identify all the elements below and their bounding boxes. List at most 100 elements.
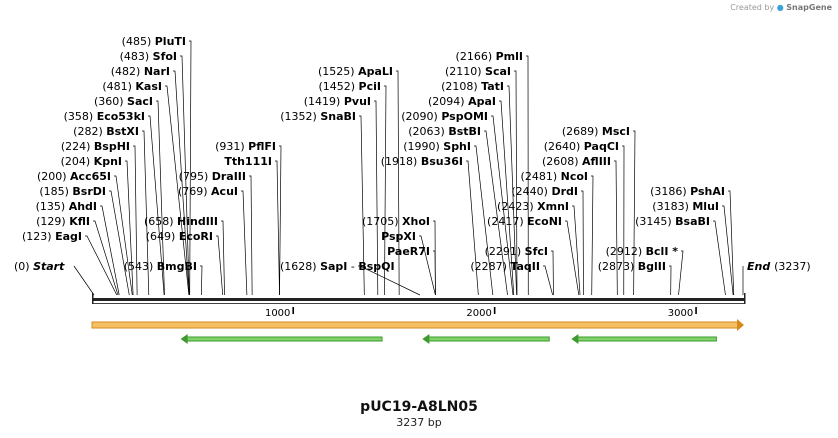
site-label[interactable]: (200) Acc65I [37,170,111,183]
site-label[interactable]: (1352) SnaBI [280,110,356,123]
site-label[interactable]: (185) BsrDI [39,185,106,198]
site-leader [669,265,672,296]
site-label[interactable]: (2873) BglII [598,260,666,273]
site-leader [189,40,192,296]
watermark-brand: SnapGene [786,3,832,12]
site-label[interactable]: (2608) AflIII [542,155,611,168]
site-label[interactable]: (658) HindIII [144,215,218,228]
site-label[interactable]: (2291) SfcI [485,245,548,258]
site-leader [581,190,584,296]
site-label[interactable]: (2110) ScaI [445,65,511,78]
site-label[interactable]: (2440) DrdI [511,185,578,198]
site-name: PaeR7I [387,245,430,258]
site-label[interactable]: Tth111I [224,155,272,168]
site-label[interactable]: (204) KpnI [61,155,122,168]
site-label[interactable]: (358) Eco53kI [64,110,145,123]
site-position: (2094) [428,95,468,108]
site-label[interactable]: (2063) BstBI [408,125,481,138]
site-label[interactable]: (1419) PvuI [304,95,371,108]
site-label[interactable]: (482) NarI [111,65,170,78]
site-leader [358,265,421,296]
site-label[interactable]: (3183) MluI [652,200,719,213]
site-label[interactable]: PspXI [381,230,416,243]
ruler-tick-label: 3000 [668,308,693,319]
site-position: (282) [73,125,106,138]
site-leader [200,265,203,296]
site-label[interactable]: (1525) ApaLI [318,65,393,78]
site-label[interactable]: (2166) PmlI [456,50,523,63]
site-label[interactable]: (1990) SphI [403,140,471,153]
site-leader [142,130,150,296]
site-label[interactable]: (1918) Bsu36I [381,155,463,168]
site-name: NarI [144,65,170,78]
site-leader [180,55,190,296]
site-label[interactable]: (2417) EcoNI [487,215,562,228]
site-label[interactable]: (485) PluTI [122,35,186,48]
site-label[interactable]: (129) KflI [36,215,90,228]
site-leader [728,190,735,296]
site-leader [614,160,618,296]
site-label[interactable]: (769) AcuI [178,185,238,198]
site-leader [526,55,529,296]
site-label[interactable]: (649) EcoRI [146,230,213,243]
site-label[interactable]: (795) DraIII [179,170,246,183]
site-leader [125,160,134,296]
site-leader [543,265,553,296]
site-position: (2689) [562,125,602,138]
feature-arrowhead [422,334,430,344]
site-label[interactable]: (2689) MscI [562,125,630,138]
site-label[interactable]: (2090) PspOMI [401,110,488,123]
site-name: SacI [127,95,153,108]
site-name: BspHI [94,140,130,153]
site-label[interactable]: (3186) PshAI [650,185,725,198]
site-label[interactable]: (2423) XmnI [497,200,569,213]
site-label[interactable]: (2640) PaqCI [544,140,619,153]
site-leader [433,250,436,296]
site-name: ApaI [468,95,496,108]
site-label[interactable]: (282) BstXI [73,125,139,138]
site-name: BsaBI [675,215,710,228]
site-leader [622,145,625,296]
site-name: PspOMI [441,110,488,123]
site-name: TatI [481,80,504,93]
site-label[interactable]: (2481) NcoI [521,170,588,183]
site-label[interactable]: (135) AhdI [36,200,97,213]
site-leader [507,85,517,296]
site-label[interactable]: (2912) BclI * [606,245,679,258]
site-label[interactable]: (3145) BsaBI [635,215,710,228]
site-leader [114,175,133,296]
site-label[interactable]: (123) EagI [22,230,82,243]
site-label[interactable]: (483) SfoI [120,50,177,63]
site-label[interactable]: (360) SacI [94,95,153,108]
ruler-tick-label: 2000 [466,308,491,319]
site-label[interactable]: (2094) ApaI [428,95,496,108]
site-label[interactable]: (2108) TatI [441,80,504,93]
site-label[interactable]: (1452) PciI [318,80,381,93]
site-label[interactable]: (931) PflFI [215,140,276,153]
site-leader [466,160,479,296]
feature-arrows [91,319,744,344]
site-label[interactable]: (481) KasI [102,80,162,93]
start-cap [92,293,94,304]
site-name: Acc65I [70,170,111,183]
site-label[interactable]: (224) BspHI [61,140,130,153]
site-name: BmgBI [157,260,197,273]
site-name: ApaLI [358,65,393,78]
site-leader [85,235,118,296]
site-position: (2481) [521,170,561,183]
site-name: Bsu36I [421,155,463,168]
site-leader [572,205,581,296]
ruler-tick-label: 1000 [265,308,290,319]
site-label[interactable]: (543) BmgBI [124,260,197,273]
site-position: (931) [215,140,248,153]
site-label[interactable]: PaeR7I [387,245,430,258]
watermark: Created by ● SnapGene [730,3,832,12]
site-name: NcoI [561,170,588,183]
site-label[interactable]: (1705) XhoI [362,215,430,228]
site-label[interactable]: (2287) TaqII [470,260,540,273]
site-label[interactable]: (1628) SapI - BspQI [280,260,395,273]
site-name: PspXI [381,230,416,243]
site-position: (795) [179,170,212,183]
site-leader [499,100,515,296]
